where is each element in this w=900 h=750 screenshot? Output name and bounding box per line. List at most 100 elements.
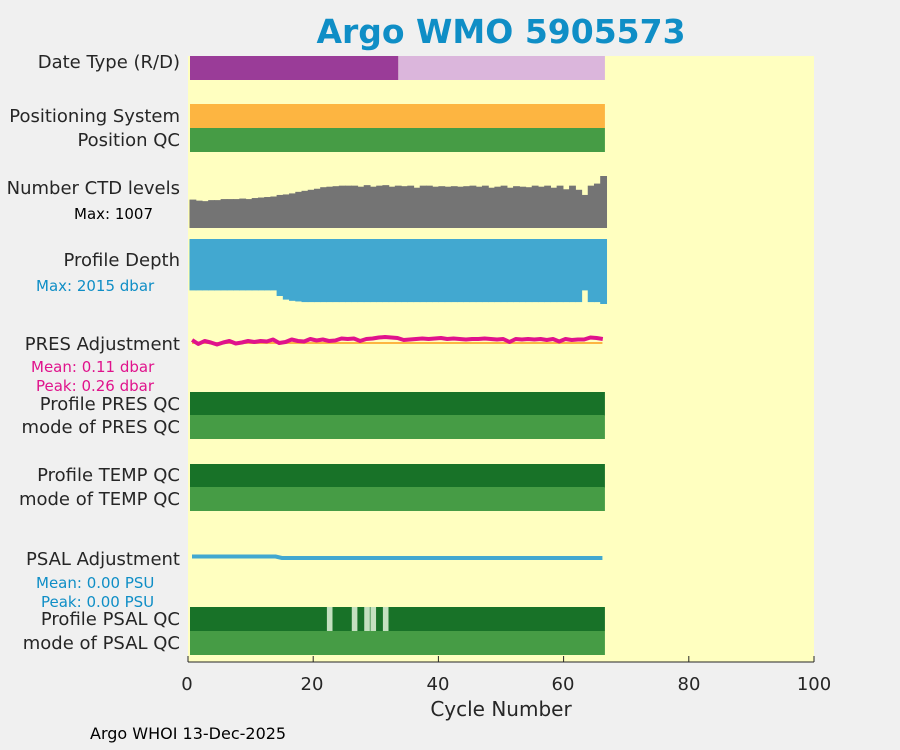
profile-depth-bar [556,239,564,303]
ctd-levels-bar [208,200,215,228]
profile-depth-bar [593,239,601,303]
ctd-levels-bar [220,199,228,228]
ctd-levels-bar [600,176,608,228]
row-label-mode-pres-qc: mode of PRES QC [21,417,180,438]
psal-adjustment-line [192,554,603,560]
psal-qc-cell [382,607,389,631]
bar-mode-psal-qc [190,631,605,655]
profile-depth-bar [550,239,558,303]
ctd-levels-bar [282,194,290,228]
ctd-levels-bar [506,187,514,228]
profile-depth-bar [600,239,608,304]
profile-depth-bar [544,239,552,303]
profile-depth-bar [345,239,352,303]
profile-depth-bar [407,239,415,303]
profile-depth-bar [432,239,440,303]
profile-depth-bar [363,239,371,303]
ctd-levels-bar [581,194,589,228]
ctd-levels-bar [475,186,483,228]
ctd-levels-bar [388,186,396,228]
profile-depth-bar [488,239,496,303]
ctd-levels-bar [338,185,346,228]
bar-date-type-realtime [190,56,399,80]
ctd-levels-bar [469,185,477,228]
psal-adjustment-mean: Mean: 0.00 PSU [36,574,155,592]
psal-adjustment-peak: Peak: 0.00 PSU [41,593,155,611]
profile-depth-bar [276,239,284,297]
ctd-levels-bar [326,186,334,228]
ctd-levels-bar [531,185,539,228]
profile-depth-bar [419,239,427,303]
ctd-levels-bar [245,199,253,228]
profile-depth-bar [320,239,327,303]
ctd-levels-bar [587,185,595,228]
profile-depth-bar [506,239,514,303]
ctd-levels-bar [432,186,440,228]
ctd-levels-max: Max: 1007 [74,205,154,223]
profile-depth-bar [245,239,253,291]
profile-depth-bar [500,239,508,303]
profile-depth-bar [351,239,359,303]
profile-depth-bar [587,239,595,303]
profile-depth-bar [257,239,265,291]
profile-depth-bar [513,239,520,303]
plot-area [188,56,814,662]
ctd-levels-bar [376,185,384,228]
psal-qc-cell [326,607,333,631]
profile-depth-bar [394,239,402,303]
row-label-profile-depth: Profile Depth [63,250,180,271]
profile-depth-bar [575,239,583,303]
profile-depth-bar [195,239,203,291]
row-label-profile-temp-qc: Profile TEMP QC [37,465,180,486]
ctd-levels-bar [444,186,452,228]
profile-depth-bar [220,239,228,291]
ctd-levels-bar [313,188,321,228]
profile-depth-bar [282,239,290,300]
profile-depth-bar [313,239,321,303]
row-label-mode-temp-qc: mode of TEMP QC [18,489,180,510]
ctd-levels-bar [214,200,222,228]
ctd-levels-bar [481,185,489,228]
profile-depth-bar [382,239,390,303]
row-label-profile-pres-qc: Profile PRES QC [39,394,180,415]
ctd-levels-bar [270,196,278,228]
ctd-levels-bar [569,185,576,228]
x-tick-label: 80 [677,674,701,695]
x-tick-label: 40 [426,674,450,695]
profile-depth-bar [444,239,452,303]
x-tick-label: 60 [551,674,575,695]
ctd-levels-bar [419,185,427,228]
bar-position-qc [190,128,605,152]
bar-positioning-system [190,104,605,128]
ctd-levels-bar [513,186,520,228]
profile-depth-bar [270,239,278,291]
profile-depth-bar [201,239,209,291]
profile-depth-bar [214,239,222,291]
profile-depth-bar [295,239,303,302]
profile-depth-bar [581,239,589,291]
ctd-levels-bar [295,191,303,228]
bar-profile-psal-qc [190,607,605,631]
profile-depth-bar [233,239,240,291]
profile-depth-bar [376,239,384,303]
ctd-levels-bar [301,190,309,228]
ctd-levels-bar [438,186,446,228]
ctd-levels-bar [345,185,352,228]
profile-depth-bar [264,239,271,291]
ctd-levels-bar [369,186,377,228]
pres-adjustment-peak: Peak: 0.26 dbar [36,377,155,395]
profile-depth-bar [332,239,340,303]
ctd-levels-bar [276,194,284,228]
profile-depth-bar [494,239,502,303]
bar-profile-temp-qc [190,464,605,488]
ctd-levels-bar [289,193,296,228]
psal-qc-cell [351,607,358,631]
ctd-levels-bar [525,187,533,228]
ctd-levels-bar [562,189,570,228]
profile-depth-bar [469,239,477,303]
ctd-levels-bar [413,187,421,228]
row-label-profile-psal-qc: Profile PSAL QC [40,609,180,630]
profile-depth-bar [450,239,458,303]
ctd-levels-bar [332,186,340,228]
